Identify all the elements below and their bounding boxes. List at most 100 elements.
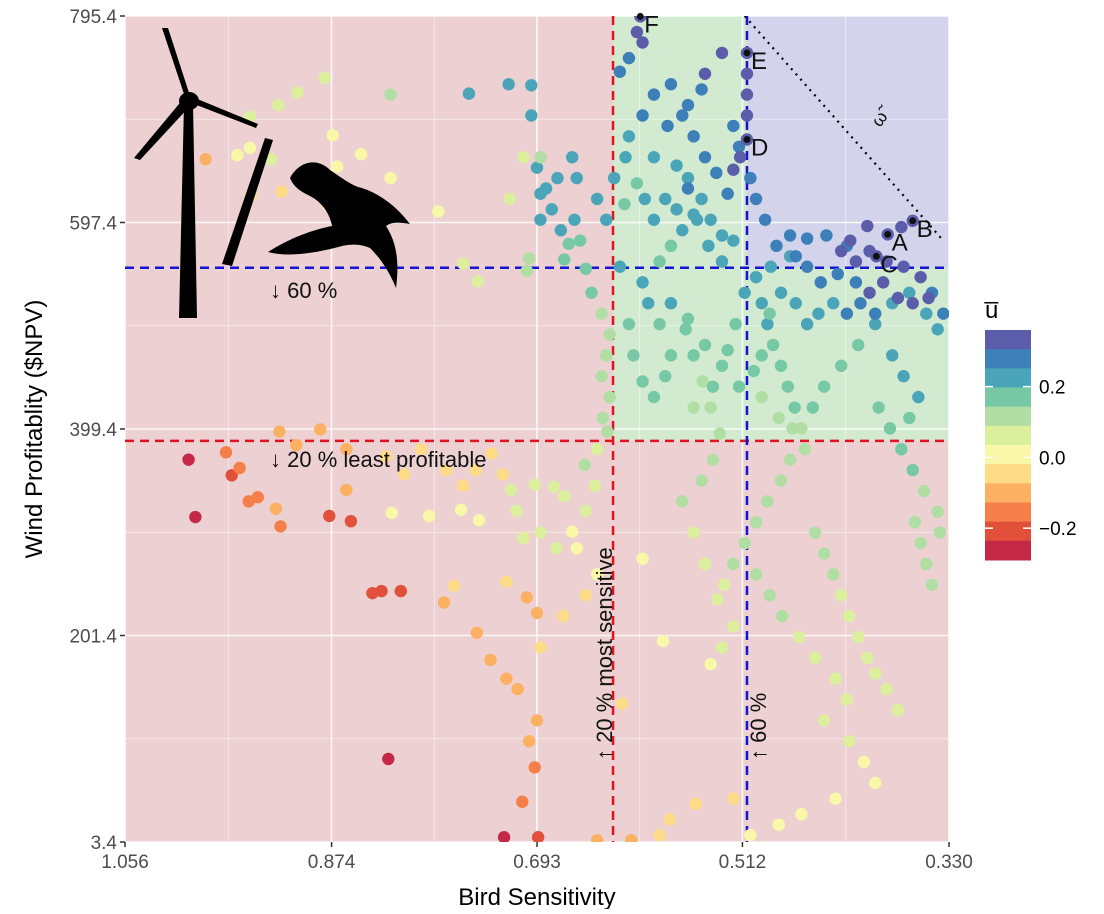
data-point (920, 557, 933, 571)
data-point (744, 828, 757, 842)
data-point (530, 606, 544, 620)
data-point (579, 504, 593, 517)
data-point (570, 542, 583, 555)
legend-color-swatch (985, 445, 1031, 465)
data-point (706, 380, 720, 393)
data-point (681, 98, 695, 112)
data-point (738, 286, 751, 299)
data-point (647, 151, 661, 164)
data-point (636, 375, 649, 388)
data-point (457, 479, 470, 492)
data-point (912, 390, 925, 404)
data-point (622, 317, 636, 331)
data-point (808, 526, 822, 539)
data-point (619, 151, 632, 164)
data-point (265, 153, 278, 166)
data-point (920, 307, 933, 320)
legend-title: u̅ (984, 297, 998, 324)
data-point (857, 755, 871, 769)
data-point (600, 349, 613, 362)
data-point (781, 380, 795, 393)
data-point (647, 88, 661, 101)
profit-60-annotation: ↓ 60 % (270, 278, 337, 303)
data-point (774, 359, 788, 372)
data-point (783, 453, 797, 466)
data-point (806, 401, 820, 414)
frontier-line (743, 16, 945, 242)
data-point (891, 703, 905, 717)
data-point (530, 161, 544, 174)
data-point (696, 375, 709, 388)
data-point (783, 229, 797, 242)
data-point (829, 792, 842, 805)
data-point (601, 425, 614, 438)
data-point (789, 297, 802, 310)
data-point (772, 411, 785, 425)
data-point (603, 328, 616, 341)
data-point (273, 425, 286, 438)
data-point (718, 578, 731, 592)
data-point (689, 797, 703, 811)
data-point (556, 609, 570, 623)
data-point (681, 312, 695, 326)
data-point (496, 468, 510, 481)
data-point (272, 98, 285, 112)
data-point (314, 423, 327, 436)
data-point (800, 260, 814, 273)
rotor-blade-icon (222, 138, 273, 266)
data-point (664, 297, 678, 310)
wind-turbine-icon (134, 28, 258, 318)
data-point (659, 370, 672, 383)
data-point (774, 474, 788, 487)
data-point (225, 469, 238, 482)
data-point (817, 380, 831, 393)
x-tick-label: 0.512 (719, 852, 767, 873)
data-point (551, 171, 564, 185)
data-point (895, 443, 908, 456)
labeled-point-marker (909, 217, 917, 225)
data-point (727, 234, 740, 247)
data-point (883, 422, 897, 435)
data-point (820, 229, 833, 242)
x-tick-label: 0.693 (513, 852, 561, 873)
data-point (770, 239, 783, 253)
data-point (326, 129, 339, 142)
point-label: C (880, 251, 897, 278)
data-point (827, 568, 840, 581)
data-point (590, 443, 604, 456)
data-point (647, 213, 661, 226)
data-point (676, 495, 689, 508)
data-point (500, 672, 513, 685)
data-point (903, 411, 916, 425)
data-point (647, 390, 661, 404)
data-point (462, 87, 476, 100)
data-point (795, 422, 808, 435)
data-point (844, 234, 857, 247)
data-point (732, 140, 746, 153)
data-point (925, 578, 939, 592)
data-point (895, 220, 908, 234)
data-point (670, 203, 683, 216)
data-point (525, 79, 538, 92)
data-point (872, 401, 885, 414)
data-point (447, 579, 461, 593)
data-point (625, 834, 638, 842)
data-point (800, 232, 814, 245)
data-point (384, 171, 397, 185)
data-point (656, 634, 670, 648)
data-point (630, 177, 644, 190)
data-point (607, 171, 621, 185)
data-point (653, 255, 666, 268)
data-point (394, 584, 408, 598)
data-point (715, 46, 729, 60)
data-point (534, 526, 547, 539)
data-point (698, 67, 712, 80)
data-point (758, 213, 772, 226)
data-point (676, 224, 689, 237)
bird-icon (268, 162, 410, 288)
axes: 1.056 0.874 0.693 0.512 0.330 795.4 597.4 399.4… (69, 7, 972, 873)
data-point (840, 307, 854, 320)
data-point (385, 506, 398, 520)
data-point (570, 171, 583, 185)
